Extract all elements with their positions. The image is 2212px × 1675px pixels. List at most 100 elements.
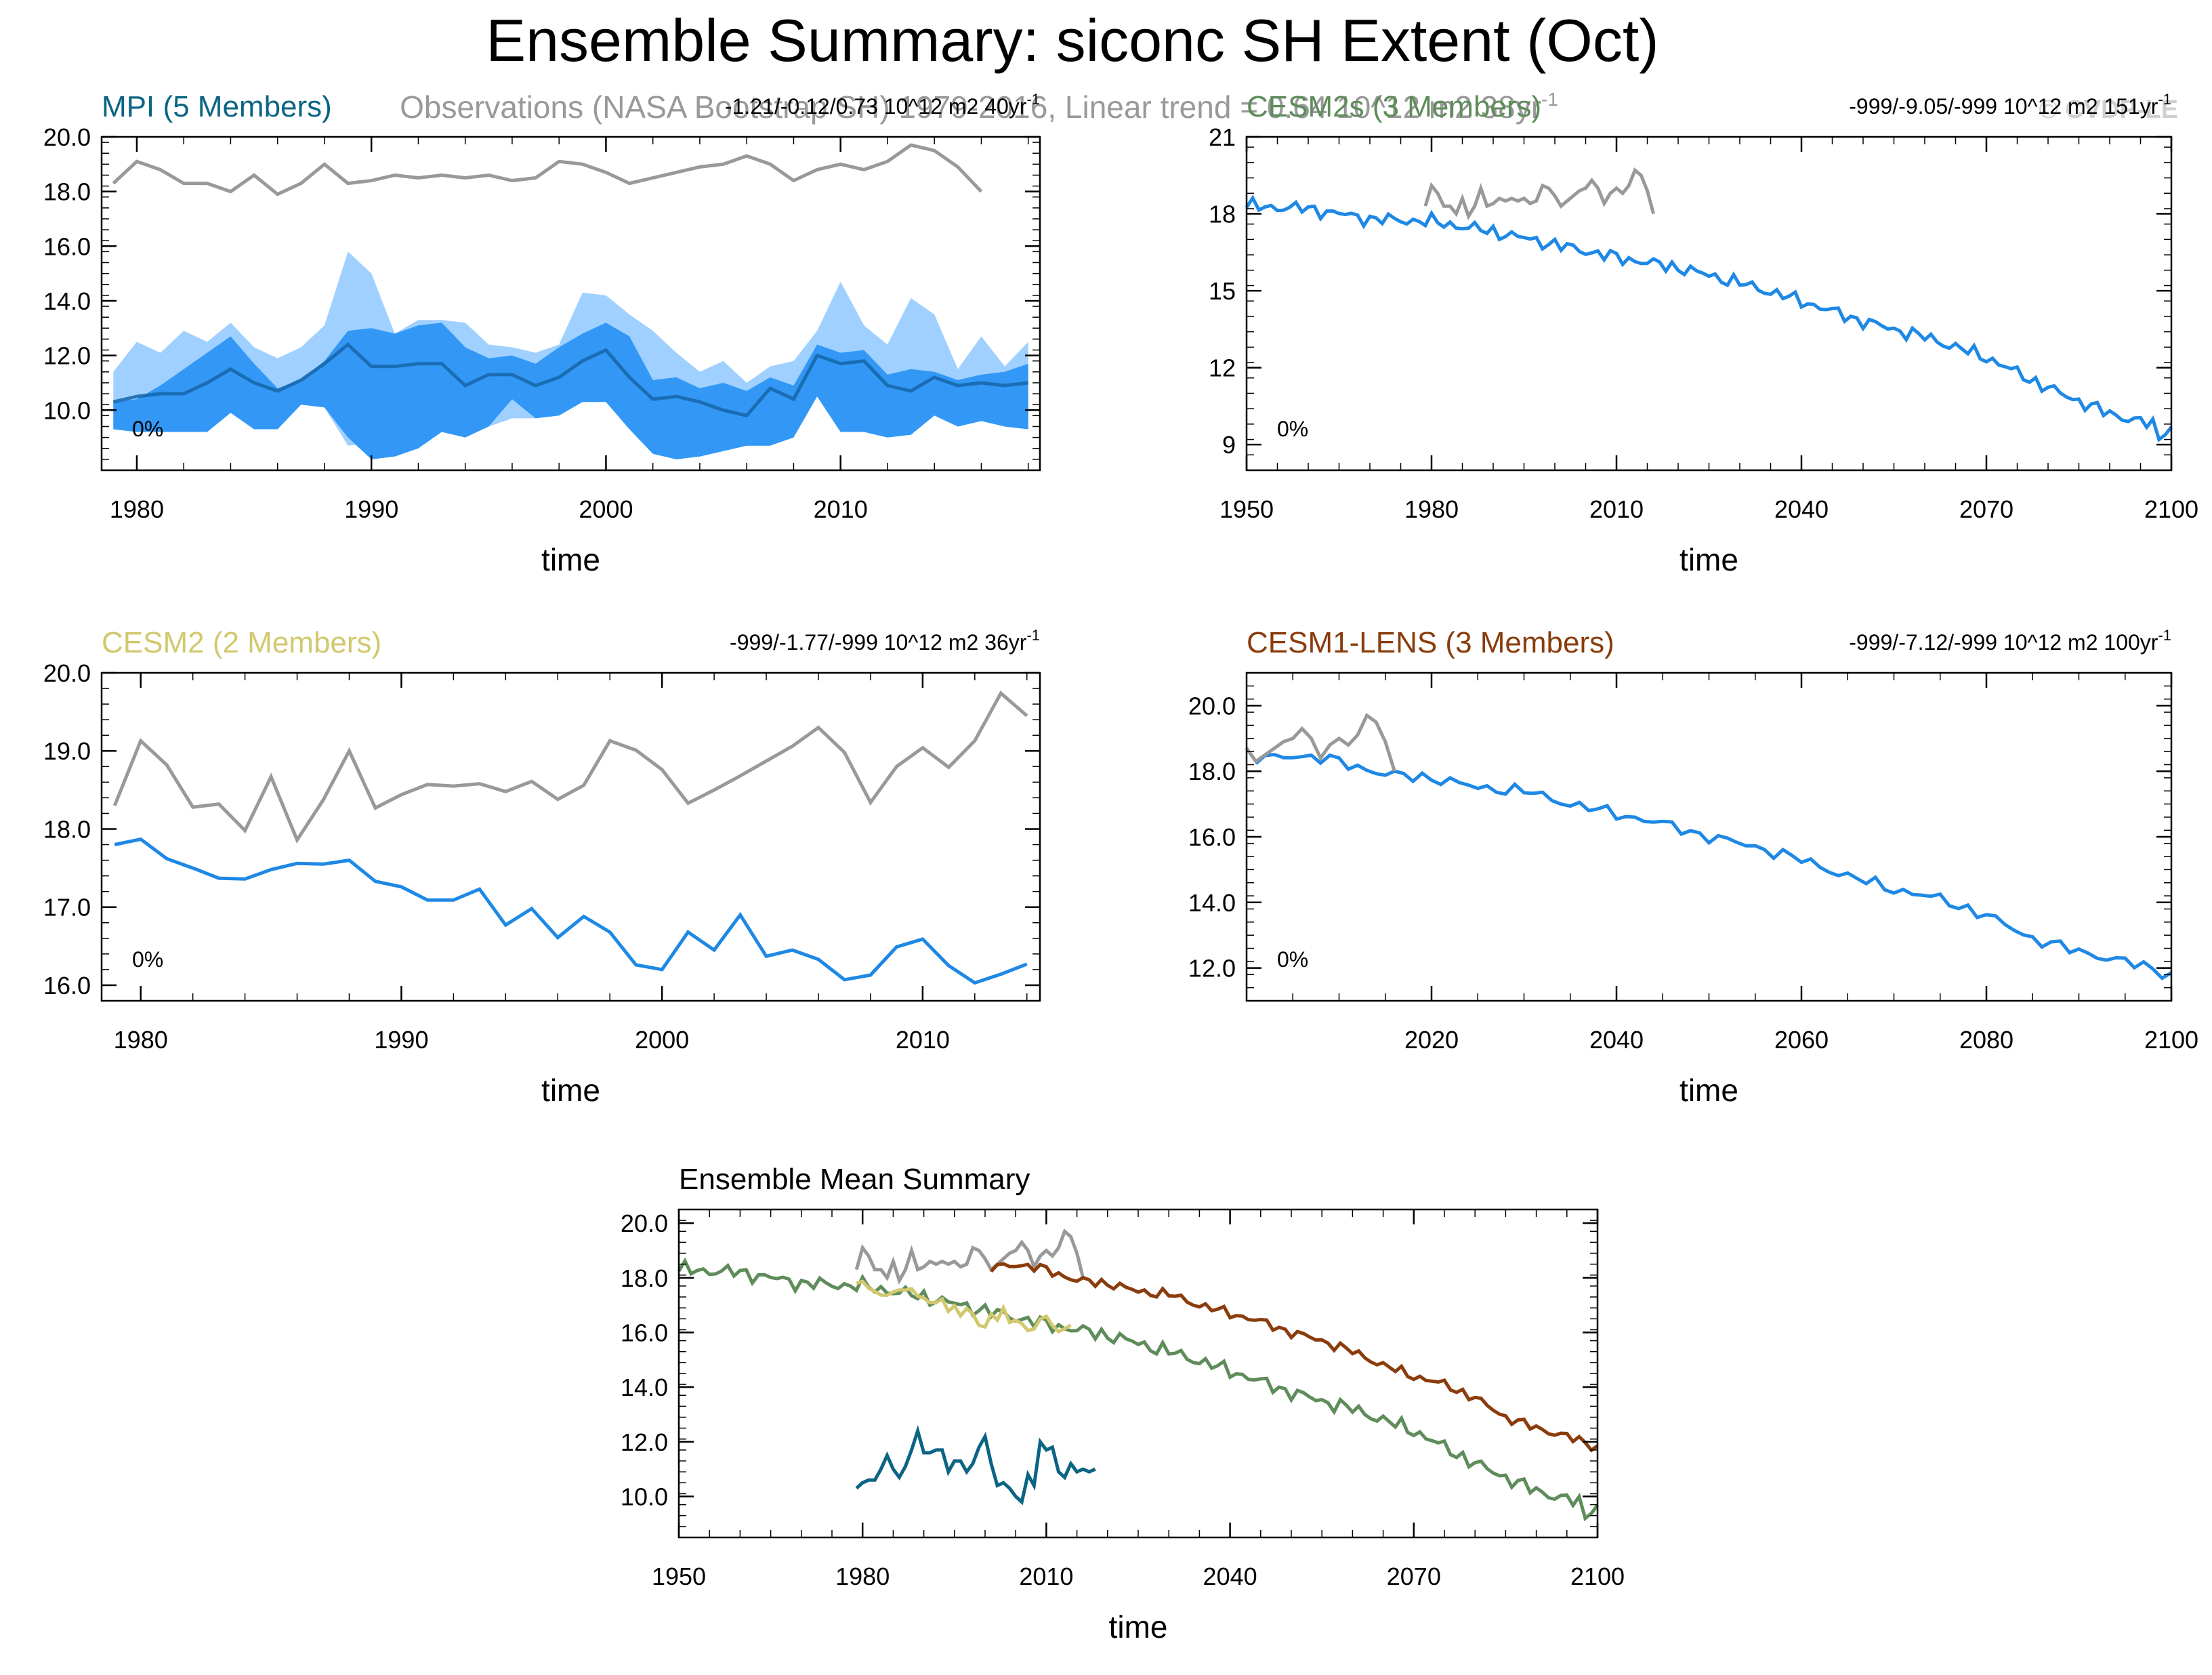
lens-ytick-label: 16.0 (1188, 823, 1236, 851)
cesm2-xtick-label: 2000 (635, 1026, 689, 1054)
cesm2s-ytick-label: 12 (1209, 354, 1236, 382)
summary-mpi-line (855, 1425, 1096, 1506)
panel-cesm2s: 9 12 15 18 21 1950 1980 2010 2040 2070 2100 time CES… (1209, 90, 2198, 577)
mpi-plot-frame (100, 136, 1041, 472)
mpi-iqr-band (113, 323, 1028, 459)
cesm2-ytick-label: 16.0 (43, 972, 91, 999)
lens-xtick-label: 2100 (2144, 1026, 2198, 1054)
lens-obs-line (1245, 713, 1396, 772)
cesm2s-xtick-label: 1980 (1404, 495, 1459, 523)
cesm2s-ytick-label: 18 (1209, 201, 1236, 228)
mpi-xtick-label: 2000 (579, 495, 633, 523)
figure-title: Ensemble Summary: siconc SH Extent (Oct) (486, 7, 1658, 74)
cesm2-panel-title: CESM2 (2 Members) (102, 626, 381, 659)
cesm2s-obs-line (1423, 167, 1656, 221)
mpi-pct-label: 0% (132, 417, 163, 441)
mpi-ytick-label: 14.0 (43, 287, 91, 315)
lens-xtick-label: 2040 (1589, 1026, 1644, 1054)
cesm2-ensemble-line (114, 837, 1028, 985)
mpi-xtick-label: 1980 (110, 495, 164, 523)
summary-ytick-label: 14.0 (621, 1373, 668, 1401)
lens-pct-label: 0% (1277, 947, 1308, 972)
summary-xtick-label: 2070 (1387, 1563, 1441, 1590)
cesm2-plot-frame (100, 671, 1041, 1002)
cesm2s-trend-label: -999/-9.05/-999 10^12 m2 151yr-1 (1849, 91, 2171, 119)
mpi-ensemble-mean-line (112, 342, 1028, 418)
lens-xtick-label: 2080 (1959, 1026, 2013, 1054)
mpi-obs-line (112, 143, 983, 197)
lens-panel-title: CESM1-LENS (3 Members) (1247, 626, 1614, 659)
cesm2s-panel-title: CESM2s (3 Members) (1247, 90, 1541, 123)
lens-ytick-label: 12.0 (1188, 955, 1236, 983)
figure-subtitle: Observations (NASA Bootstrap SH) 1979-20… (400, 89, 1558, 125)
panel-cesm2: 16.0 17.0 18.0 19.0 20.0 1980 1990 2000 2010 time… (43, 626, 1041, 1108)
lens-ytick-label: 14.0 (1188, 889, 1236, 917)
lens-plot-frame (1245, 671, 2173, 1002)
summary-ytick-label: 20.0 (621, 1209, 668, 1237)
summary-ytick-label: 12.0 (621, 1428, 668, 1456)
cesm2s-plot-frame (1245, 136, 2173, 472)
cesm2s-xtick-label: 2070 (1959, 495, 2013, 523)
panel-ensemble-mean-summary: 10.0 12.0 14.0 16.0 18.0 20.0 1950 1980 2010 2040… (621, 1163, 1625, 1645)
cesm2-pct-label: 0% (132, 947, 163, 972)
lens-trend-label: -999/-7.12/-999 10^12 m2 100yr-1 (1849, 627, 2171, 655)
summary-ytick-label: 16.0 (621, 1319, 668, 1347)
cesm2s-xtick-label: 2010 (1589, 495, 1644, 523)
panel-cesm1-lens: 12.0 14.0 16.0 18.0 20.0 2020 2040 2060 2080 2100… (1188, 626, 2198, 1108)
cesm2s-xlabel: time (1679, 542, 1738, 577)
summary-panel-title: Ensemble Mean Summary (679, 1163, 1030, 1196)
lens-xlabel: time (1679, 1073, 1738, 1108)
cesm2-ytick-label: 17.0 (43, 894, 91, 922)
cesm2-obs-line (112, 690, 1028, 844)
mpi-xtick-label: 2010 (814, 495, 868, 523)
mpi-xlabel: time (541, 542, 600, 577)
watermark: © CVDP-LE (2039, 96, 2178, 124)
cesm2-ytick-label: 18.0 (43, 815, 91, 843)
panel-mpi: 10.0 12.0 14.0 16.0 18.0 20.0 1980 1990 2000 2010… (43, 90, 1041, 577)
cesm2-xtick-label: 1990 (374, 1026, 428, 1054)
cesm2s-xtick-label: 1950 (1219, 495, 1274, 523)
cesm2s-xtick-label: 2100 (2144, 495, 2198, 523)
summary-xtick-label: 1980 (835, 1563, 890, 1590)
cesm2-ytick-label: 20.0 (43, 659, 91, 687)
figure-subtitle-sup: -1 (1541, 89, 1558, 110)
summary-xtick-label: 1950 (652, 1563, 706, 1590)
cesm2-ytick-label: 19.0 (43, 737, 91, 765)
summary-lens-line (990, 1262, 1599, 1453)
summary-cesm2s-line (677, 1257, 1600, 1522)
lens-xtick-label: 2020 (1404, 1026, 1459, 1054)
mpi-ytick-label: 20.0 (43, 123, 91, 151)
cesm2s-ytick-label: 15 (1209, 277, 1236, 305)
summary-cesm2-line (856, 1279, 1072, 1334)
cesm2s-pct-label: 0% (1277, 417, 1308, 441)
summary-xtick-label: 2040 (1203, 1563, 1257, 1590)
mpi-panel-title: MPI (5 Members) (102, 90, 332, 123)
mpi-ytick-label: 18.0 (43, 178, 91, 206)
cesm2-xlabel: time (541, 1073, 600, 1108)
summary-xtick-label: 2100 (1570, 1563, 1625, 1590)
cesm2s-ytick-label: 21 (1209, 123, 1236, 151)
cesm2s-ytick-label: 9 (1222, 431, 1236, 459)
cesm2s-ensemble-line (1245, 194, 2173, 442)
mpi-xtick-label: 1990 (344, 495, 398, 523)
cesm2-xtick-label: 2010 (896, 1026, 950, 1054)
lens-ytick-label: 18.0 (1188, 758, 1236, 785)
mpi-ytick-label: 12.0 (43, 342, 91, 370)
cesm2-trend-label: -999/-1.77/-999 10^12 m2 36yr-1 (730, 627, 1040, 655)
figure-subtitle-text: Observations (NASA Bootstrap SH) 1979-20… (400, 89, 1541, 125)
summary-obs-line (854, 1228, 1085, 1285)
cesm2-xtick-label: 1980 (114, 1026, 168, 1054)
summary-ytick-label: 10.0 (621, 1483, 668, 1511)
summary-xtick-label: 2010 (1019, 1563, 1073, 1590)
mpi-ytick-label: 10.0 (43, 396, 91, 424)
summary-plot-frame (677, 1208, 1599, 1539)
summary-ytick-label: 18.0 (621, 1264, 668, 1292)
lens-ytick-label: 20.0 (1188, 692, 1236, 720)
lens-xtick-label: 2060 (1774, 1026, 1829, 1054)
mpi-ytick-label: 16.0 (43, 232, 91, 260)
mpi-trend-label: -1.21/-0.12/0.73 10^12 m2 40yr-1 (725, 91, 1040, 119)
lens-ensemble-line (1255, 752, 2173, 980)
cesm2s-xtick-label: 2040 (1774, 495, 1829, 523)
summary-xlabel: time (1109, 1609, 1168, 1645)
